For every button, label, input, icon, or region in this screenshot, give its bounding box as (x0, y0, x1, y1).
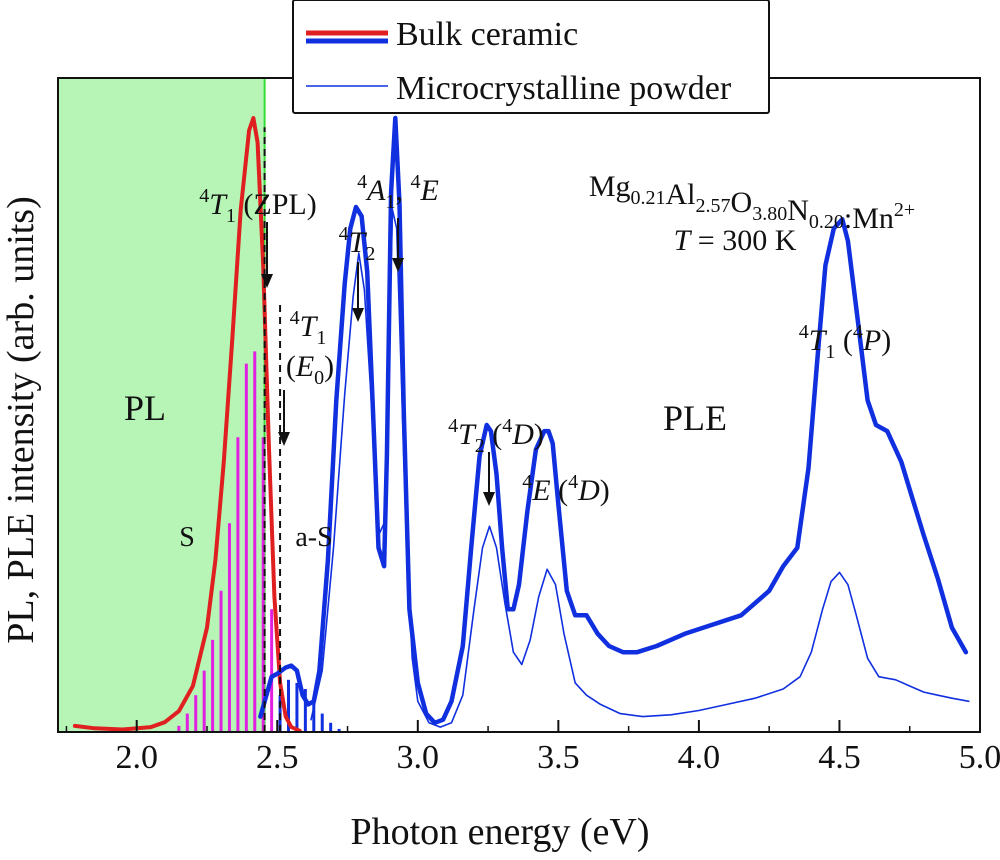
arrow-t2-d-head (483, 492, 495, 506)
y-axis-label: PL, PLE intensity (arb. units) (0, 196, 42, 644)
pl-bars (177, 351, 274, 732)
annotation-a1-e: 4A1, 4E (357, 171, 439, 213)
x-tick-label-6: 5.0 (959, 739, 1000, 776)
x-tick-label-2: 3.0 (397, 739, 440, 776)
legend-box (292, 0, 770, 114)
dashed-markers (263, 127, 282, 732)
annotation-e0: (E0) (286, 350, 334, 389)
annotation-t1-e0: 4T1 (290, 307, 327, 349)
x-tick-label-5: 4.5 (818, 739, 861, 776)
annotation-t2: 4T2 (339, 223, 376, 265)
annotations: 4T1 (ZPL) 4T2 4A1, 4E 4T1(E0) 4T2 (4D) 4E (4D… (124, 170, 915, 553)
legend-label-powder: Microcrystalline powder (396, 70, 732, 107)
stokes-label: S (179, 522, 195, 553)
series-line-2 (310, 209, 970, 728)
x-tick-label-4: 4.0 (678, 739, 721, 776)
anti-stokes-label: a-S (295, 522, 332, 553)
arrow-a1-e-head (392, 258, 404, 272)
annotation-t1-p: 4T1 (4P) (799, 321, 892, 363)
temperature-label: T = 300 K (674, 224, 797, 257)
arrow-t2-head (352, 308, 364, 322)
annotation-e-d: 4E (4D) (522, 471, 610, 507)
series-line-0 (72, 116, 302, 733)
series-line-1 (258, 115, 969, 726)
x-axis-label: Photon energy (eV) (350, 811, 649, 853)
plot-area (57, 77, 981, 733)
annotation-t1-zpl: 4T1 (ZPL) (199, 185, 317, 227)
arrow-e0-head (278, 432, 290, 446)
x-axis: 2.0 2.5 3.0 3.5 4.0 4.5 5.0 (65, 720, 1000, 776)
x-tick-label-0: 2.0 (115, 739, 158, 776)
annotation-t2-d: 4T2 (4D) (448, 415, 544, 457)
x-tick-label-3: 3.5 (537, 739, 580, 776)
x-tick-label-1: 2.5 (256, 739, 299, 776)
arrow-zpl-head (261, 274, 273, 288)
legend: Bulk ceramic Microcrystalline powder (292, 0, 770, 114)
legend-label-bulk: Bulk ceramic (396, 16, 578, 53)
pl-label: PL (124, 388, 166, 428)
ple-label: PLE (663, 398, 727, 438)
series-layer (72, 115, 970, 733)
sample-formula: Mg0.21Al2.57O3.80N0.20:Mn2+ (589, 170, 915, 235)
